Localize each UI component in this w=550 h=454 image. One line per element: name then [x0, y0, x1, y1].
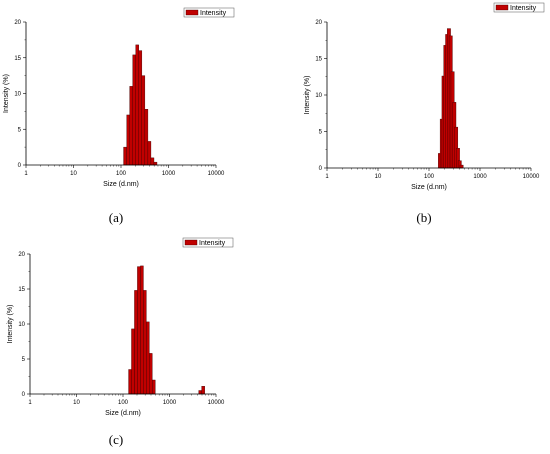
x-axis-title: Size (d.nm)	[103, 181, 139, 188]
chart-panel-1: 1 10 100 1000 10000 0 5 10 15 20 Size (d.nm) Intens…	[3, 7, 235, 225]
legend: Intensity	[182, 237, 234, 248]
legend-box	[183, 7, 235, 18]
x-tick-label: 10000	[208, 400, 225, 406]
y-axis-title: Intensity (%)	[304, 76, 311, 115]
panel-label: (c)	[109, 432, 123, 447]
chart-panel-2: 1 10 100 1000 10000 0 5 10 15 20 Size (d.nm) Intens…	[304, 2, 545, 225]
legend: Intensity	[493, 2, 545, 13]
x-tick-label: 1	[28, 400, 32, 406]
y-tick-label: 5	[319, 130, 323, 136]
x-axis-title: Size (d.nm)	[105, 410, 141, 417]
intensity-bar	[129, 86, 133, 166]
legend-box	[182, 237, 234, 248]
intensity-bar	[134, 290, 138, 395]
intensity-bar	[146, 321, 150, 395]
legend-label: Intensity	[199, 240, 226, 247]
y-tick-label: 20	[315, 20, 322, 26]
legend-label: Intensity	[200, 10, 227, 17]
legend-box	[493, 2, 545, 13]
legend-swatch	[185, 9, 199, 16]
y-axis-title: Intensity (%)	[7, 305, 14, 344]
y-tick-label: 15	[18, 287, 25, 293]
y-tick-label: 0	[319, 166, 323, 172]
legend-label: Intensity	[510, 5, 537, 12]
y-tick-label: 0	[22, 392, 26, 398]
intensity-bar	[137, 266, 141, 395]
intensity-bar	[149, 353, 153, 395]
intensity-bar	[143, 290, 147, 395]
intensity-bar	[135, 44, 139, 166]
intensity-bar	[128, 369, 132, 395]
intensity-bar	[153, 161, 158, 166]
intensity-bar	[150, 157, 155, 166]
y-tick-label: 15	[315, 57, 322, 63]
x-tick-label: 10	[375, 174, 382, 180]
intensity-bar	[138, 50, 143, 166]
intensity-bar	[198, 390, 202, 395]
x-tick-label: 10	[73, 400, 80, 406]
intensity-bar	[141, 75, 146, 166]
x-tick-label: 1	[24, 171, 28, 177]
intensity-bar	[147, 141, 152, 166]
x-tick-label: 100	[116, 171, 127, 177]
x-axis-title: Size (d.nm)	[411, 184, 447, 191]
y-tick-label: 20	[18, 252, 25, 258]
y-tick-label: 20	[14, 20, 21, 26]
y-tick-label: 10	[14, 92, 21, 98]
x-tick-label: 1000	[163, 400, 177, 406]
y-tick-label: 5	[22, 357, 26, 363]
x-tick-label: 100	[424, 174, 435, 180]
y-axis-title: Intensity (%)	[3, 74, 10, 113]
legend-swatch	[184, 239, 198, 246]
intensity-bar	[123, 146, 127, 166]
intensity-bar	[140, 265, 144, 395]
panel-label: (a)	[109, 210, 123, 225]
chart-panel-3: 1 10 100 1000 10000 0 5 10 15 20 Size (d.nm) Intens…	[7, 237, 234, 447]
panel-label: (b)	[416, 210, 431, 225]
x-tick-label: 10000	[208, 171, 225, 177]
intensity-bar	[126, 114, 130, 166]
legend-swatch	[495, 4, 509, 11]
intensity-bar	[201, 386, 205, 395]
y-tick-label: 0	[18, 163, 22, 169]
y-tick-label: 10	[315, 93, 322, 99]
intensity-bar	[144, 109, 149, 166]
x-tick-label: 10000	[523, 174, 540, 180]
intensity-bar	[131, 328, 135, 395]
legend: Intensity	[183, 7, 235, 18]
intensity-bar	[152, 379, 156, 395]
intensity-bar	[459, 164, 464, 169]
x-tick-label: 1	[325, 174, 329, 180]
intensity-bar	[132, 54, 136, 166]
y-tick-label: 5	[18, 127, 22, 133]
x-tick-label: 10	[70, 171, 77, 177]
y-tick-label: 15	[14, 56, 21, 62]
x-tick-label: 100	[118, 400, 129, 406]
x-tick-label: 1000	[473, 174, 487, 180]
y-tick-label: 10	[18, 322, 25, 328]
x-tick-label: 1000	[162, 171, 176, 177]
